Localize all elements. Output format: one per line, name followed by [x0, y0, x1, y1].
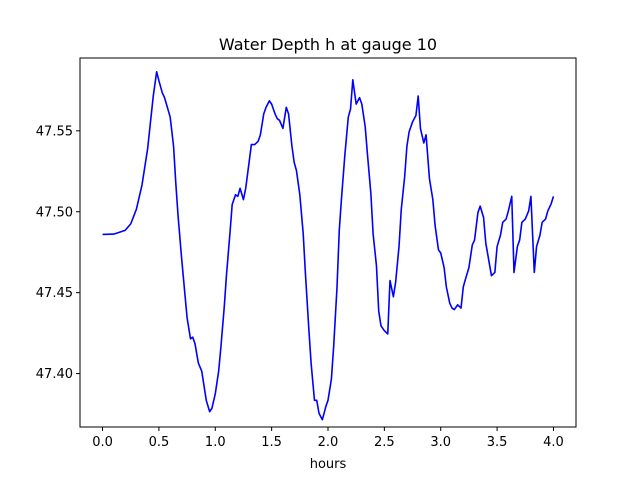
- x-tick-label: 1.0: [205, 435, 226, 450]
- x-tick-label: 1.5: [261, 435, 282, 450]
- y-tick-label: 47.45: [36, 286, 73, 301]
- x-tick-label: 4.0: [543, 435, 564, 450]
- x-tick-label: 2.5: [374, 435, 395, 450]
- series-layer: [102, 70, 555, 421]
- x-tick-label: 0.5: [149, 435, 170, 450]
- y-axis: 47.40 47.45 47.50 47.55: [36, 124, 80, 382]
- chart-title: Water Depth h at gauge 10: [219, 35, 437, 54]
- y-tick-label: 47.55: [36, 124, 73, 139]
- x-axis: 0.0 0.5 1.0 1.5 2.0 2.5 3.0 3.5 4.0: [92, 427, 564, 450]
- series-line-0: [102, 70, 555, 421]
- x-tick-label: 3.5: [487, 435, 508, 450]
- x-tick-label: 0.0: [92, 435, 113, 450]
- y-tick-label: 47.40: [36, 367, 73, 382]
- x-tick-label: 2.0: [318, 435, 339, 450]
- x-axis-label: hours: [310, 457, 347, 472]
- x-tick-label: 3.0: [430, 435, 451, 450]
- y-tick-label: 47.50: [36, 205, 73, 220]
